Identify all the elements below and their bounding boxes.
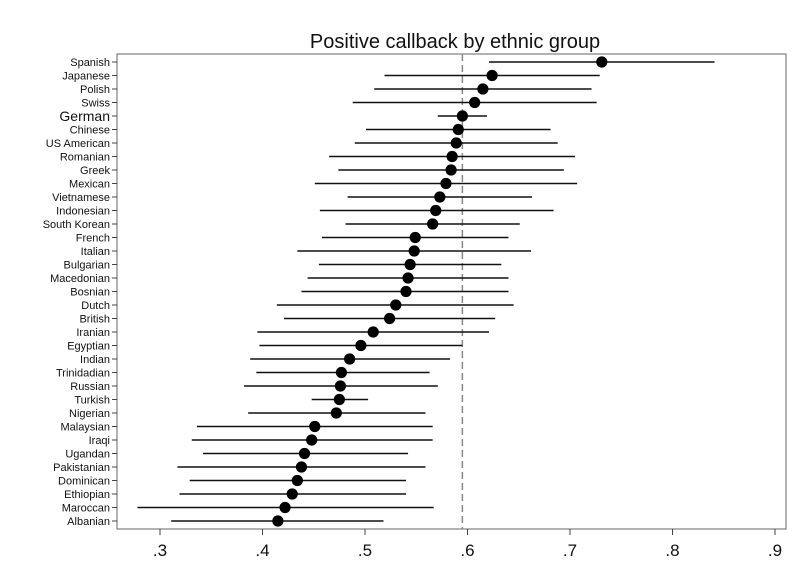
point-ugandan	[298, 447, 311, 460]
point-italian	[408, 245, 420, 257]
label-iraqi: Iraqi	[89, 435, 110, 447]
label-trinidadian: Trinidadian	[56, 368, 110, 380]
x-tick-label: .8	[665, 541, 679, 560]
label-south-korean: South Korean	[43, 219, 110, 231]
point-maroccan	[279, 501, 291, 514]
label-maroccan: Maroccan	[62, 503, 110, 515]
label-bosnian: Bosnian	[70, 287, 110, 299]
label-pakistanian: Pakistanian	[53, 462, 110, 474]
point-romanian	[446, 150, 458, 163]
label-bulgarian: Bulgarian	[64, 260, 110, 272]
point-british	[384, 312, 396, 325]
point-south-korean	[427, 218, 439, 230]
chart-title: Positive callback by ethnic group	[310, 31, 600, 53]
point-ethiopian	[286, 488, 298, 500]
point-nigerian	[330, 407, 342, 419]
point-german	[456, 110, 468, 122]
label-us-american: US American	[46, 138, 110, 150]
label-indonesian: Indonesian	[56, 206, 110, 218]
point-bulgarian	[404, 258, 416, 271]
category-labels: SpanishJapanesePolishSwissGermanChineseU…	[43, 57, 117, 528]
point-swiss	[469, 96, 481, 109]
x-tick-label: .3	[153, 541, 167, 560]
label-nigerian: Nigerian	[69, 408, 110, 420]
label-greek: Greek	[80, 165, 110, 177]
point-chinese	[452, 123, 464, 136]
label-british: British	[79, 314, 110, 326]
label-indian: Indian	[80, 354, 110, 366]
point-estimates	[272, 56, 608, 527]
label-dominican: Dominican	[58, 476, 110, 488]
point-egyptian	[355, 339, 367, 352]
label-polish: Polish	[80, 84, 110, 96]
point-albanian	[272, 515, 284, 527]
x-tick-label: .5	[358, 541, 372, 560]
point-us-american	[450, 137, 462, 149]
label-iranian: Iranian	[76, 327, 110, 339]
label-dutch: Dutch	[81, 300, 110, 312]
point-indian	[344, 353, 356, 365]
point-polish	[477, 83, 489, 95]
label-macedonian: Macedonian	[50, 273, 110, 285]
point-iranian	[367, 326, 379, 338]
x-axis: .3 .4 .5 .6 .7 .8 .9	[153, 529, 782, 560]
point-greek	[445, 164, 457, 176]
label-vietnamese: Vietnamese	[52, 192, 110, 204]
point-macedonian	[402, 272, 414, 284]
point-pakistanian	[295, 461, 308, 473]
label-malaysian: Malaysian	[60, 422, 110, 434]
point-turkish	[333, 393, 345, 406]
label-russian: Russian	[70, 381, 110, 393]
label-albanian: Albanian	[67, 516, 110, 528]
point-mexican	[440, 177, 452, 190]
point-french	[409, 231, 421, 244]
point-russian	[334, 380, 346, 392]
point-trinidadian	[335, 366, 348, 379]
label-turkish: Turkish	[74, 395, 110, 407]
label-ethiopian: Ethiopian	[64, 489, 110, 501]
label-ugandan: Ugandan	[65, 449, 110, 461]
label-swiss: Swiss	[81, 98, 110, 110]
x-tick-label: .6	[460, 541, 474, 560]
x-tick-label: .9	[768, 541, 782, 560]
label-egyptian: Egyptian	[67, 341, 110, 353]
label-chinese: Chinese	[70, 125, 110, 137]
point-indonesian	[430, 204, 442, 217]
label-romanian: Romanian	[60, 152, 110, 164]
point-vietnamese	[434, 191, 446, 203]
point-japanese	[486, 69, 498, 82]
x-tick-label: .7	[563, 541, 577, 560]
label-japanese: Japanese	[62, 71, 110, 83]
point-malaysian	[309, 420, 321, 433]
label-italian: Italian	[81, 246, 110, 258]
point-iraqi	[306, 434, 318, 446]
label-french: French	[76, 233, 110, 245]
point-spanish	[596, 56, 608, 68]
label-mexican: Mexican	[69, 179, 110, 191]
point-bosnian	[400, 285, 412, 298]
label-german: German	[59, 108, 110, 124]
label-spanish: Spanish	[70, 57, 110, 69]
x-tick-label: .4	[255, 541, 269, 560]
point-dominican	[291, 474, 303, 487]
point-dutch	[390, 299, 402, 311]
